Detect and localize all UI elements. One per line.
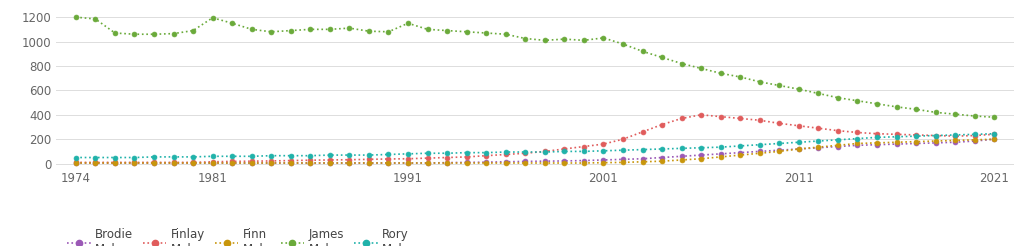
Legend: Brodie
Male, Finlay
Male, Finn
Male, James
Male, Rory
Male: Brodie Male, Finlay Male, Finn Male, Jam… <box>62 223 415 246</box>
